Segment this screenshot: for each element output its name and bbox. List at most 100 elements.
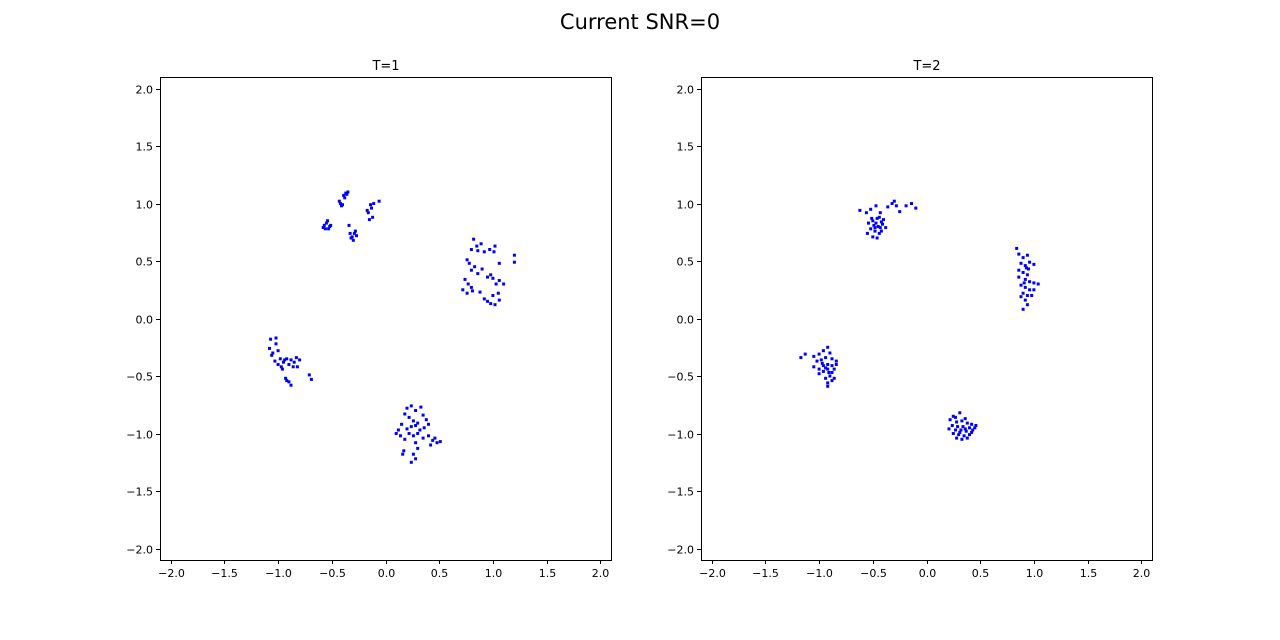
scatter-point (879, 220, 883, 224)
scatter-point (965, 436, 969, 440)
y-tick-label: 0.5 (677, 256, 695, 269)
scatter-point (274, 342, 278, 346)
scatter-point (950, 424, 954, 427)
y-tick-label: −0.5 (667, 371, 694, 384)
y-tick-label: 1.5 (677, 141, 695, 154)
scatter-point (497, 261, 501, 265)
scatter-point (1019, 261, 1023, 265)
scatter-point (270, 353, 274, 357)
scatter-point (411, 452, 415, 456)
scatter-point (958, 411, 962, 415)
scatter-point (377, 199, 381, 203)
scatter-point (955, 436, 959, 440)
scatter-point (869, 227, 873, 231)
scatter-point (970, 422, 974, 426)
scatter-point (322, 223, 326, 227)
scatter-point (959, 428, 963, 432)
y-tick-label: 2.0 (677, 84, 695, 97)
scatter-point (268, 346, 271, 350)
scatter-point (1023, 277, 1027, 281)
scatter-point (858, 208, 862, 212)
scatter-point (469, 248, 473, 251)
scatter-point (872, 223, 876, 227)
scatter-point (369, 203, 372, 207)
scatter-point (411, 419, 415, 423)
scatter-point (422, 426, 426, 430)
scatter-point (329, 223, 333, 227)
scatter-point (826, 345, 830, 349)
scatter-point (370, 206, 373, 210)
x-tick-label: 1.0 (1026, 567, 1044, 580)
scatter-point (878, 211, 882, 215)
scatter-point (353, 229, 357, 233)
scatter-point (478, 290, 482, 294)
scatter-point (471, 289, 474, 293)
scatter-point (957, 433, 961, 437)
scatter-point (346, 190, 350, 194)
y-tick-label: −2.0 (126, 544, 153, 557)
scatter-point (874, 221, 878, 225)
scatter-point (1024, 266, 1028, 270)
scatter-point (1021, 307, 1025, 311)
scatter-point (1023, 264, 1027, 268)
scatter-point (947, 427, 951, 431)
scatter-point (479, 242, 483, 246)
scatter-point (1030, 294, 1034, 297)
scatter-point (419, 405, 423, 409)
scatter-point (958, 430, 962, 434)
scatter-point (371, 215, 375, 219)
scatter-point (890, 202, 894, 205)
scatter-point (279, 365, 283, 369)
scatter-point (1027, 267, 1030, 271)
scatter-point (1032, 281, 1036, 285)
scatter-point (877, 215, 881, 219)
scatter-point (340, 204, 343, 208)
scatter-point (285, 357, 289, 361)
scatter-point (287, 363, 291, 366)
scatter-point (828, 374, 832, 378)
scatter-point (324, 221, 328, 225)
scatter-point (402, 449, 406, 453)
y-tick-label: −2.0 (667, 544, 694, 557)
x-tick-label: −2.0 (158, 567, 185, 580)
scatter-point (421, 436, 425, 440)
scatter-point (961, 425, 965, 429)
scatter-point (403, 412, 407, 416)
scatter-point (815, 359, 819, 363)
scatter-point (463, 277, 467, 281)
y-tick-label: −1.5 (126, 486, 153, 499)
scatter-point (405, 427, 409, 431)
scatter-point (1021, 271, 1025, 274)
scatter-point (396, 428, 400, 432)
scatter-point (409, 460, 413, 464)
scatter-point (491, 294, 495, 297)
scatter-point (910, 202, 913, 205)
scatter-point (824, 366, 828, 370)
scatter-point (295, 365, 299, 369)
scatter-point (875, 236, 879, 240)
scatter-point (881, 222, 884, 226)
scatter-point (327, 227, 331, 231)
scatter-point (965, 421, 969, 425)
scatter-point (496, 291, 500, 295)
scatter-point (830, 379, 834, 383)
panel-title-t1: T=1 (371, 59, 399, 74)
x-tick-label: 1.5 (1080, 567, 1098, 580)
scatter-point (870, 216, 874, 220)
scatter-point (1021, 256, 1025, 260)
scatter-point (1019, 283, 1023, 287)
scatter-point (832, 367, 836, 371)
y-tick-label: 1.0 (136, 199, 154, 212)
plot-area-t2 (701, 77, 1153, 561)
scatter-point (352, 231, 356, 235)
scatter-point (1021, 291, 1025, 295)
scatter-point (812, 354, 816, 358)
scatter-point (274, 336, 278, 340)
scatter-point (273, 359, 277, 363)
scatter-point (289, 383, 293, 387)
scatter-point (830, 357, 834, 361)
scatter-point (826, 384, 830, 388)
scatter-point (886, 205, 890, 209)
scatter-point (960, 437, 964, 441)
panel-t1: T=1 −2.0 −1.5 −1.0 −0.5 0.0 0.5 1.0 1.5 2.0 −2.0… (126, 59, 612, 580)
